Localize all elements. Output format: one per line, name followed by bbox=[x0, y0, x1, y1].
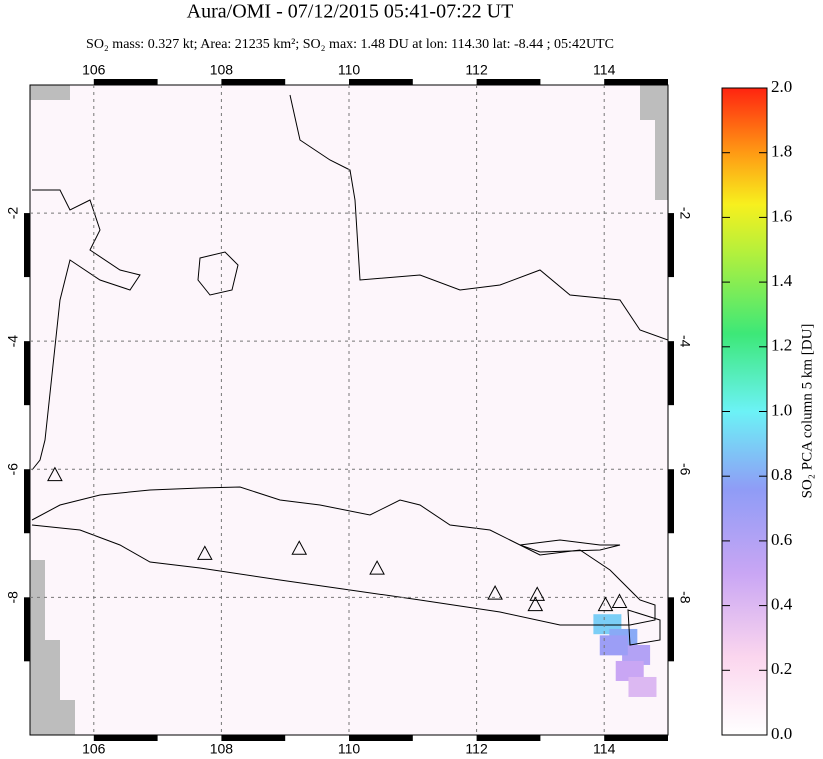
map-layer bbox=[30, 85, 668, 735]
frame-bar bbox=[668, 341, 674, 406]
volcano bbox=[196, 545, 213, 560]
title: Aura/OMI - 07/12/2015 05:41-07:22 UT bbox=[187, 1, 514, 23]
so2-cell bbox=[615, 660, 644, 681]
colorbar-tick-label: 1.6 bbox=[771, 206, 792, 225]
colorbar-tick-label: 0.2 bbox=[771, 659, 792, 678]
frame-bar bbox=[24, 469, 30, 534]
x-tick-label: 114 bbox=[593, 741, 616, 757]
frame-bar bbox=[668, 213, 674, 278]
x-tick-label: 106 bbox=[82, 62, 106, 78]
x-tick-label: 110 bbox=[338, 741, 361, 757]
frame-bar bbox=[93, 735, 158, 741]
coastline bbox=[197, 251, 239, 296]
colorbar-tick-label: 1.8 bbox=[771, 142, 792, 161]
coastline bbox=[31, 189, 141, 471]
frame-bar bbox=[24, 213, 30, 278]
x-tick-label: 106 bbox=[82, 741, 106, 757]
frame-bar bbox=[476, 735, 541, 741]
so2-cell bbox=[599, 635, 628, 656]
colorbar-tick-label: 2.0 bbox=[771, 77, 792, 96]
coastline bbox=[289, 94, 668, 341]
frame-bar bbox=[349, 79, 413, 85]
y-tick-label: -6 bbox=[5, 463, 21, 476]
frame-bar bbox=[349, 735, 413, 741]
so2-cell bbox=[628, 676, 657, 697]
frame-bar bbox=[24, 341, 30, 406]
volcano bbox=[291, 540, 308, 555]
x-tick-label: 108 bbox=[210, 62, 234, 78]
volcano bbox=[487, 585, 503, 600]
y-tick-label: -6 bbox=[677, 463, 693, 476]
y-tick-label: -4 bbox=[5, 335, 21, 348]
frame-bar bbox=[604, 735, 668, 741]
coastline bbox=[31, 486, 656, 626]
frame-bar bbox=[476, 79, 541, 85]
y-tick-label: -2 bbox=[677, 207, 693, 220]
frame-bar bbox=[221, 735, 286, 741]
frame-bar bbox=[604, 79, 668, 85]
colorbar-label: SO₂ PCA column 5 km [DU] bbox=[799, 324, 815, 499]
coastline bbox=[519, 539, 621, 553]
colorbar-tick-label: 1.4 bbox=[771, 271, 793, 290]
x-tick-label: 112 bbox=[465, 62, 488, 78]
colorbar-tick-label: 1.2 bbox=[771, 336, 792, 355]
x-tick-label: 110 bbox=[338, 62, 361, 78]
colorbar-tick-label: 0.4 bbox=[771, 595, 793, 614]
volcano bbox=[597, 596, 614, 612]
x-tick-label: 108 bbox=[210, 741, 234, 757]
x-tick-label: 114 bbox=[593, 62, 616, 78]
volcano bbox=[369, 560, 385, 575]
colorbar-tick-label: 0.8 bbox=[771, 465, 792, 484]
frame-bar bbox=[24, 597, 30, 662]
colorbar-tick-label: 1.0 bbox=[771, 400, 792, 419]
y-tick-label: -8 bbox=[677, 591, 693, 604]
so2-layer bbox=[593, 614, 657, 697]
volcano bbox=[47, 466, 63, 482]
colorbar-tick-label: 0.0 bbox=[771, 724, 792, 743]
y-tick-label: -2 bbox=[5, 207, 21, 220]
y-tick-label: -4 bbox=[677, 335, 693, 348]
so2-cell bbox=[622, 644, 651, 665]
frame-bar bbox=[93, 79, 158, 85]
colorbar-tick-label: 0.6 bbox=[771, 530, 792, 549]
frame-bar bbox=[668, 469, 674, 534]
y-tick-label: -8 bbox=[5, 591, 21, 604]
volcano bbox=[527, 596, 544, 612]
volcano bbox=[611, 593, 628, 608]
coastline bbox=[627, 609, 661, 646]
x-tick-label: 112 bbox=[465, 741, 488, 757]
frame-bar bbox=[221, 79, 286, 85]
subtitle: SO₂ mass: 0.327 kt; Area: 21235 km²; SO₂… bbox=[86, 37, 614, 52]
frame-bar bbox=[668, 597, 674, 662]
